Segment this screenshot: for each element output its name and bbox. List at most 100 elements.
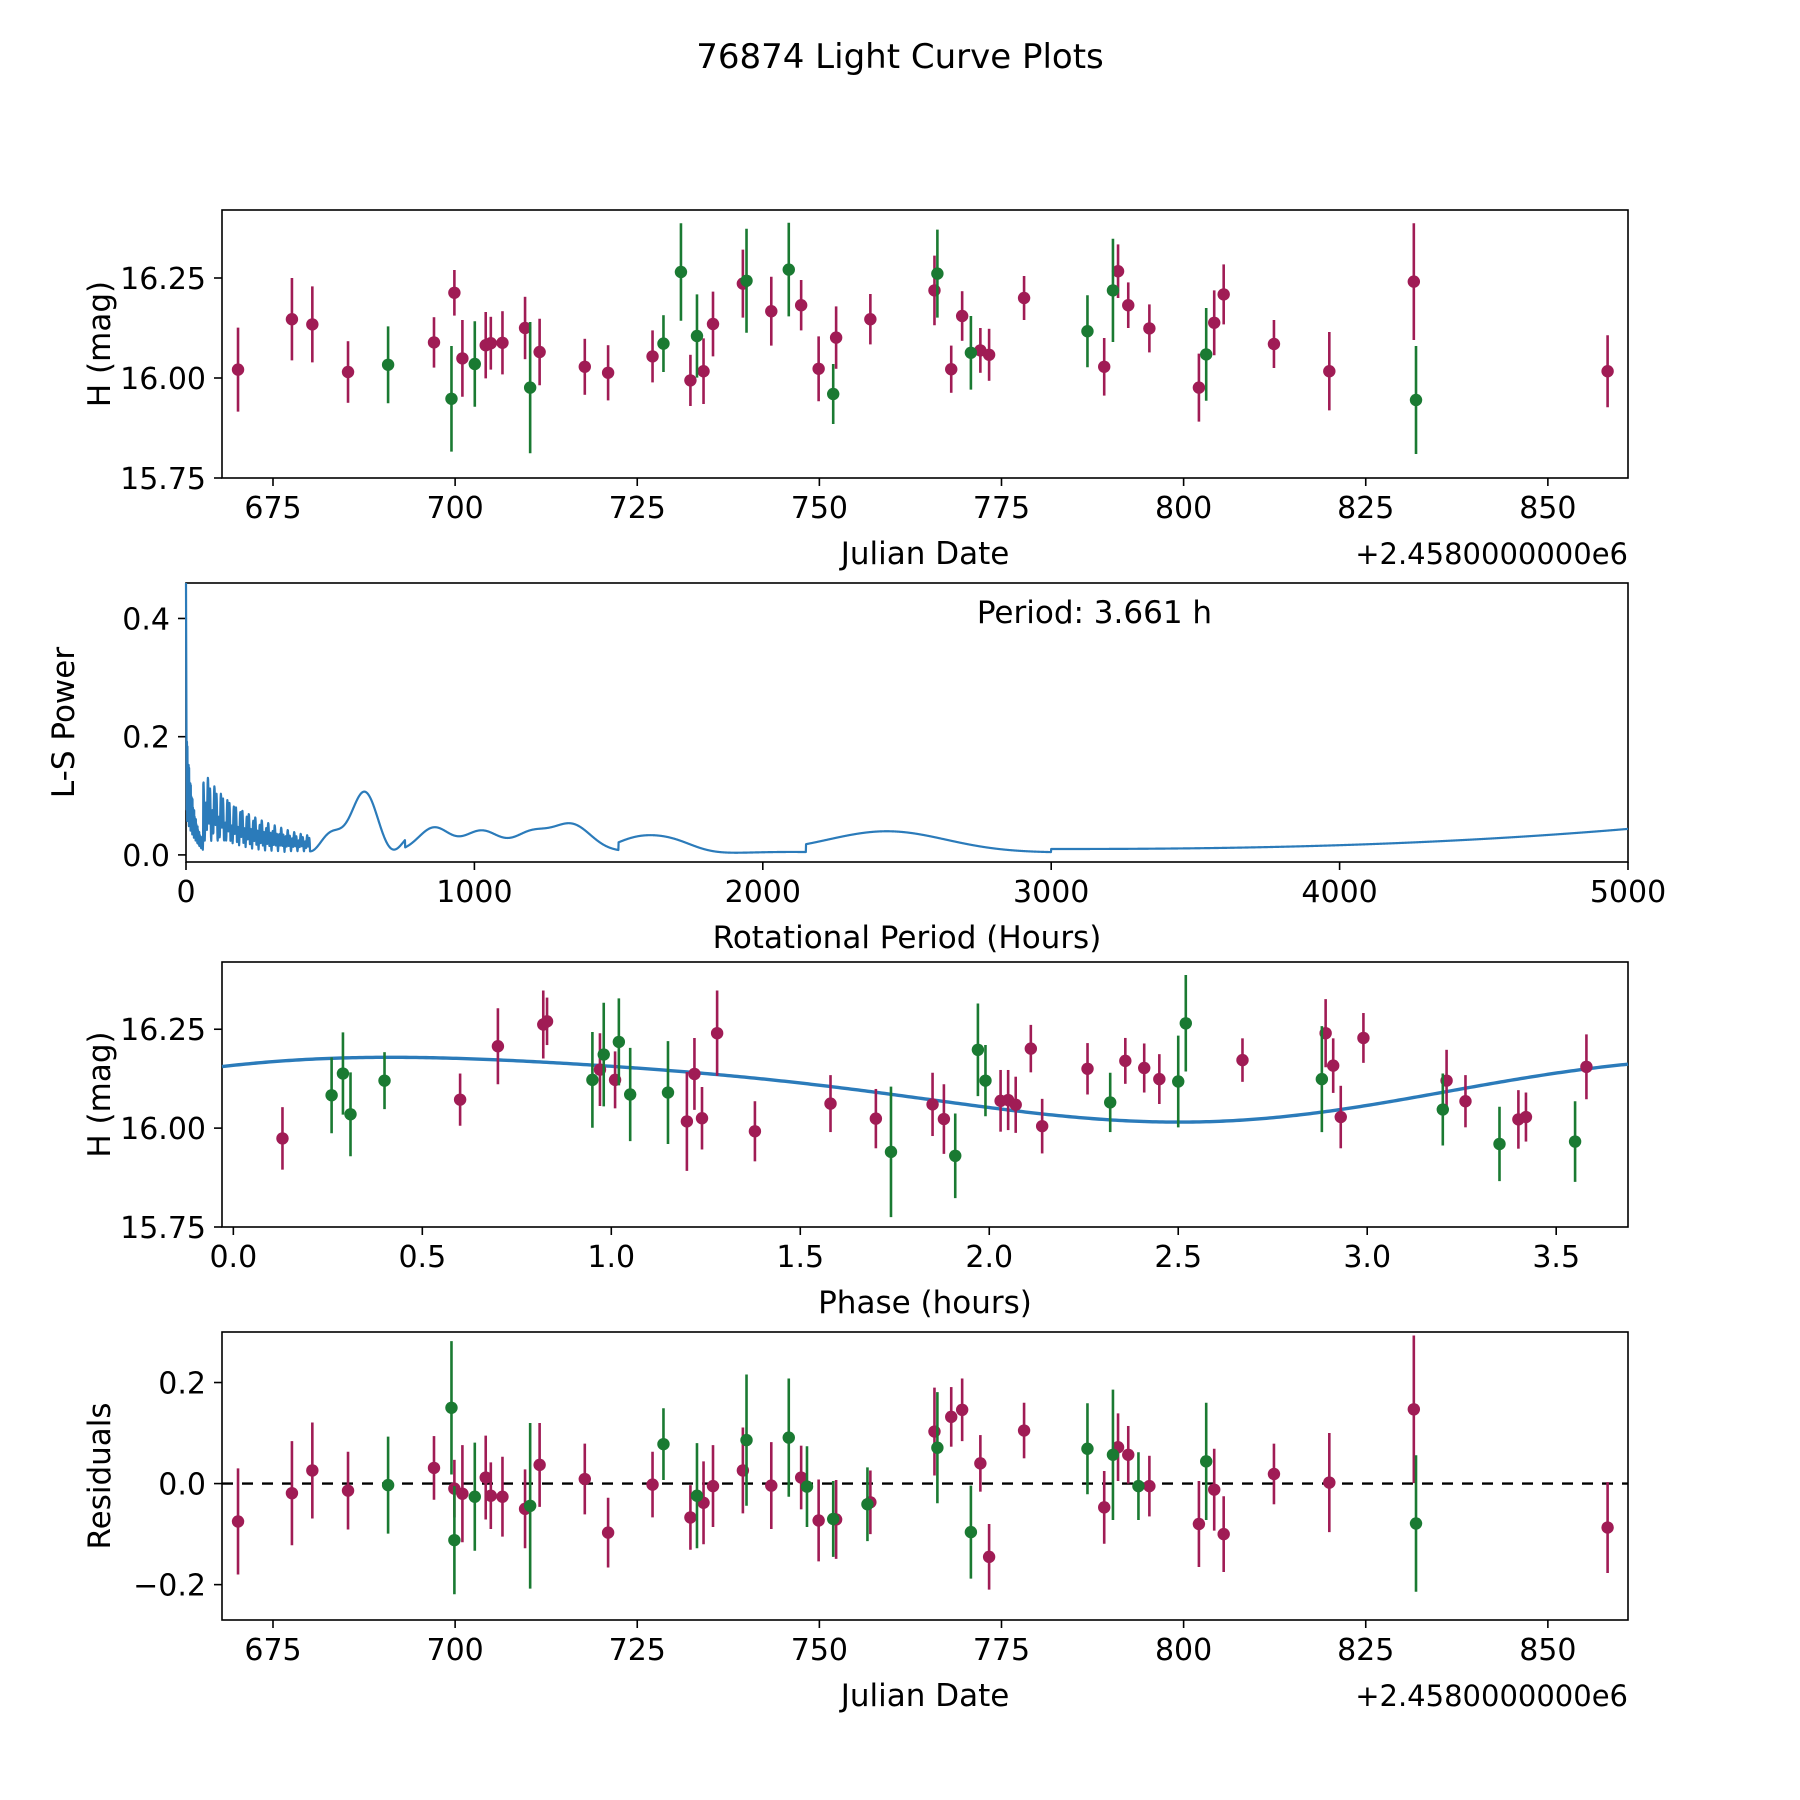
- x-tick-label: 825: [1337, 491, 1394, 526]
- data-point: [496, 1490, 509, 1503]
- data-point: [1111, 265, 1125, 278]
- data-point: [794, 1471, 808, 1484]
- data-point: [1519, 1110, 1533, 1124]
- data-point: [955, 1403, 969, 1417]
- data-point: [684, 1511, 697, 1524]
- data-point: [964, 346, 978, 359]
- series-series_b: [381, 1341, 1423, 1595]
- data-point: [661, 1086, 675, 1099]
- data-point: [740, 1433, 753, 1447]
- x-tick-label: 0.0: [209, 1240, 257, 1275]
- y-tick-label: 16.00: [120, 362, 206, 397]
- data-point: [1143, 322, 1156, 335]
- data-point: [928, 1425, 941, 1438]
- data-point: [427, 336, 441, 349]
- data-point: [1122, 299, 1135, 312]
- data-point: [646, 350, 659, 363]
- x-tick-label: 800: [1155, 491, 1212, 526]
- data-point: [381, 1478, 395, 1492]
- data-point: [706, 1479, 720, 1493]
- data-point: [688, 1067, 701, 1081]
- data-point: [690, 1489, 704, 1502]
- x-tick-label: 2.5: [1154, 1240, 1202, 1275]
- data-point: [1493, 1137, 1506, 1151]
- data-point: [945, 1410, 958, 1424]
- data-point: [484, 1489, 498, 1502]
- data-point: [1323, 1476, 1336, 1489]
- data-point: [1081, 1062, 1094, 1075]
- data-point: [456, 1487, 469, 1500]
- data-point: [336, 1067, 350, 1080]
- x-tick-label: 700: [426, 1633, 483, 1668]
- x-tick-label: 1.5: [776, 1240, 824, 1275]
- data-point: [1035, 1119, 1049, 1133]
- x-tick-label: 0.5: [398, 1240, 446, 1275]
- data-point: [812, 1514, 825, 1527]
- data-point: [684, 374, 697, 387]
- x-tick-label: 675: [244, 1633, 301, 1668]
- data-point: [1459, 1095, 1472, 1108]
- series-series_b: [381, 222, 1423, 454]
- data-point: [325, 1089, 338, 1102]
- panel-residuals: 675 700 725 750 775 800 825 850 0.2 0.0 −0.2 Julian…: [82, 1331, 1629, 1714]
- data-point: [945, 363, 958, 376]
- data-point: [344, 1108, 357, 1121]
- data-point: [427, 1461, 441, 1475]
- data-point: [1580, 1060, 1593, 1074]
- data-point: [974, 1457, 987, 1470]
- y-tick-label: 0.2: [122, 721, 170, 756]
- data-point: [601, 1526, 615, 1539]
- data-point: [964, 1525, 978, 1539]
- panel-lightcurve: 675 700 725 750 775 800 825 850 16.25 16.00 15.75 J…: [82, 209, 1629, 572]
- data-point: [381, 358, 395, 371]
- data-point: [285, 313, 299, 326]
- y-tick-label: 0.2: [158, 1367, 206, 1402]
- data-point: [1323, 365, 1336, 378]
- x-offset-text: +2.4580000000e6: [1355, 537, 1628, 571]
- data-point: [484, 337, 498, 350]
- data-point: [448, 1533, 461, 1547]
- data-point: [827, 387, 840, 401]
- axes-frame-lightcurve: [221, 209, 1629, 479]
- axes-frame-phased: [221, 961, 1629, 1228]
- panel-phased: 0.0 0.5 1.0 1.5 2.0 2.5 3.0 3.5 16.25 16.00 15.75 P…: [82, 961, 1629, 1321]
- data-point: [1192, 381, 1206, 394]
- data-point: [1098, 360, 1111, 373]
- data-point: [931, 267, 944, 280]
- data-point: [928, 284, 941, 297]
- data-point: [1601, 365, 1614, 378]
- period-annotation: Period: 3.661 h: [977, 595, 1212, 631]
- data-point: [1409, 1517, 1423, 1530]
- x-tick-label: 775: [973, 491, 1030, 526]
- data-point: [829, 331, 843, 344]
- x-tick-label: 2.0: [965, 1240, 1013, 1275]
- model-fit-curve: [221, 1055, 1629, 1124]
- data-point: [1407, 275, 1421, 288]
- y-axis-label: L-S Power: [46, 647, 82, 798]
- y-tick-label: 0.4: [122, 602, 170, 637]
- periodogram-trace: [184, 582, 1629, 854]
- data-point: [578, 1472, 591, 1486]
- data-point: [884, 1145, 898, 1159]
- data-point: [1217, 288, 1230, 301]
- data-point: [1334, 1110, 1347, 1124]
- x-axis-label: Julian Date: [839, 536, 1010, 572]
- data-point: [601, 366, 615, 379]
- x-tick-label: 750: [791, 491, 848, 526]
- data-point: [680, 1115, 694, 1128]
- data-point: [612, 1035, 626, 1049]
- x-tick-label: 4000: [1301, 875, 1377, 910]
- data-point: [1200, 348, 1213, 361]
- data-point: [979, 1074, 992, 1087]
- data-point: [794, 299, 808, 312]
- x-tick-label: 700: [426, 491, 483, 526]
- data-point: [1568, 1135, 1582, 1148]
- data-point: [824, 1097, 837, 1110]
- data-point: [869, 1112, 883, 1125]
- data-point: [533, 1458, 546, 1472]
- data-point: [1192, 1517, 1206, 1531]
- x-axis-label: Julian Date: [839, 1678, 1010, 1714]
- y-tick-label: 16.25: [120, 262, 206, 297]
- data-point: [710, 1026, 724, 1040]
